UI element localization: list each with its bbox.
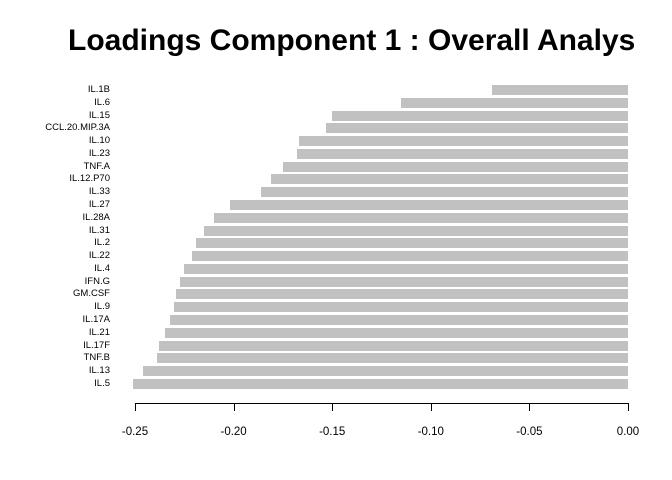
y-axis-label: IL.17A [82,314,110,326]
y-axis-label: IL.22 [88,250,110,262]
bar [213,212,628,223]
y-axis-label: IL.23 [88,147,110,159]
bar [271,174,628,185]
y-axis-label: IL.13 [88,365,110,377]
y-axis-label: IL.15 [88,109,110,121]
bar [164,327,628,338]
bar [332,110,628,121]
y-axis-label: IL.21 [88,326,110,338]
bar [174,302,628,313]
y-axis-label: IL.1B [87,84,110,95]
x-axis-line [135,403,629,404]
y-axis-label: IL.17F [83,339,110,351]
y-axis-label: IL.9 [94,301,110,313]
y-axis-label: TNF.B [83,352,110,364]
bar [158,340,628,351]
y-axis-label: IL.6 [94,96,110,108]
bar [282,161,628,172]
x-axis-tick [529,403,531,411]
x-axis-tick-label: -0.05 [516,426,543,438]
y-axis-label: IFN.G [84,275,110,287]
x-axis-tick-label: -0.10 [417,426,444,438]
bar [326,123,628,134]
y-axis-label: IL.4 [94,262,110,274]
bar [296,148,628,159]
x-axis-tick [135,403,136,411]
x-axis-tick [628,403,629,411]
bar [133,378,628,389]
x-axis-tick [233,403,235,411]
y-axis-label: IL.31 [88,224,110,236]
x-axis-tick-label: 0.00 [616,426,640,438]
bar [184,263,628,274]
bar [491,85,628,95]
x-axis-tick [430,403,432,411]
y-axis-label: TNF.A [83,160,110,172]
x-axis-tick [332,403,334,411]
x-axis-tick-label: -0.25 [121,426,149,438]
y-axis-label: CCL.20.MIP.3A [45,122,110,134]
bar [196,238,628,249]
x-axis-tick-label: -0.15 [319,426,346,438]
chart-title: Loadings Component 1 : Overall Analys [68,24,636,57]
bar [261,187,628,198]
bar [204,225,628,236]
bar [170,315,628,326]
bar [156,353,628,364]
bar [401,97,628,108]
bar [298,136,628,147]
bar [192,251,628,262]
bar [142,366,628,377]
y-axis-label: IL.27 [88,199,110,211]
y-axis-label: IL.2 [94,237,110,249]
bar [176,289,628,300]
y-axis-label: IL.10 [88,135,110,147]
y-axis-label: IL.33 [88,186,110,198]
y-axis-label: IL.28A [82,211,110,223]
bar [180,276,628,287]
y-axis-label: IL.12.P70 [69,173,110,185]
x-axis-tick-label: -0.20 [220,426,247,438]
y-axis-label: GM.CSF [73,288,110,300]
bar [229,200,628,211]
y-axis-label: IL.5 [94,377,110,389]
